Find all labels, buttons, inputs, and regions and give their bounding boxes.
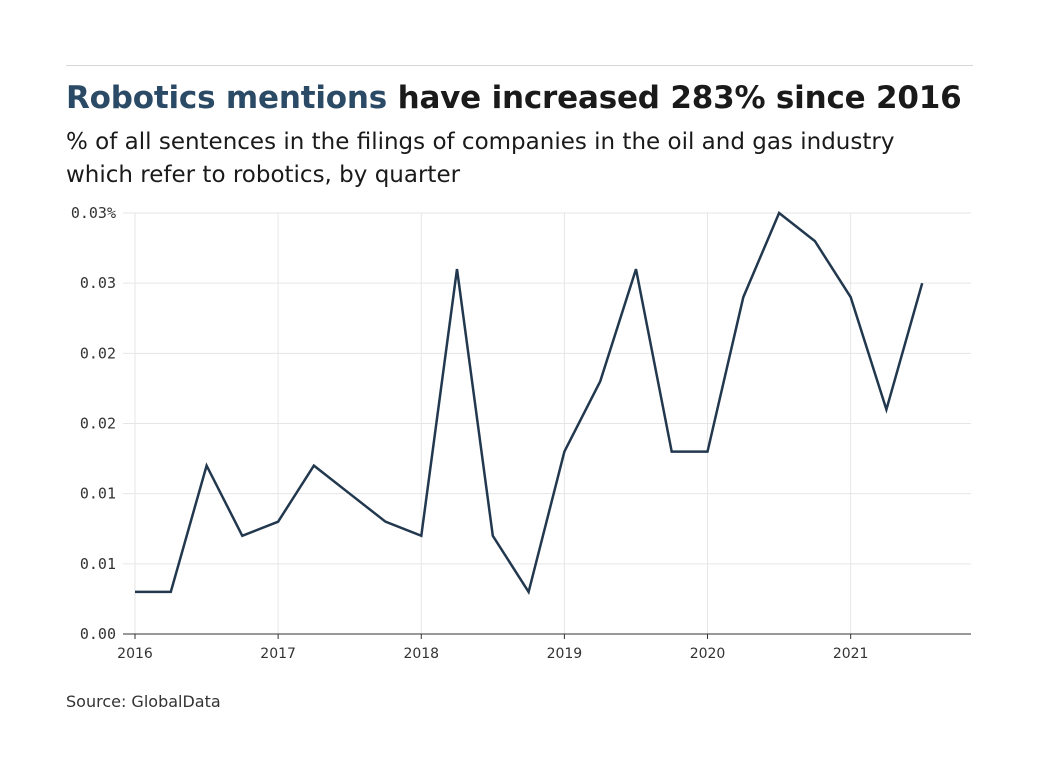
y-tick-label: 0.03%: [71, 204, 116, 222]
y-tick-label: 0.01: [80, 555, 116, 573]
x-tick-label: 2017: [260, 646, 296, 662]
y-tick-label: 0.01: [80, 485, 116, 503]
x-tick-label: 2019: [547, 646, 583, 662]
y-tick-label: 0.03: [80, 274, 116, 292]
y-tick-label: 0.00: [80, 625, 116, 643]
chart-title-highlight: Robotics mentions: [66, 80, 387, 116]
chart-title-rest: have increased 283% since 2016: [386, 80, 962, 116]
series-line: [135, 211, 924, 596]
series-layer: [134, 211, 924, 596]
y-tick-label: 0.02: [80, 415, 116, 433]
x-tick-label: 2018: [403, 646, 439, 662]
x-tick-label: 2020: [690, 646, 726, 662]
grid-layer: [123, 212, 971, 634]
source-note: Source: GlobalData: [66, 692, 221, 711]
axis-layer: 0.00 0.01 0.01 0.02 0.02 0.03 0.03% 2016 2017 201…: [71, 204, 971, 662]
chart-title: Robotics mentions have increased 283% si…: [66, 80, 962, 116]
chart-subtitle: % of all sentences in the filings of com…: [66, 129, 895, 188]
x-tick-label: 2021: [833, 646, 869, 662]
y-tick-label: 0.02: [80, 344, 116, 362]
x-tick-label: 2016: [117, 646, 153, 662]
top-rule: [66, 65, 973, 66]
